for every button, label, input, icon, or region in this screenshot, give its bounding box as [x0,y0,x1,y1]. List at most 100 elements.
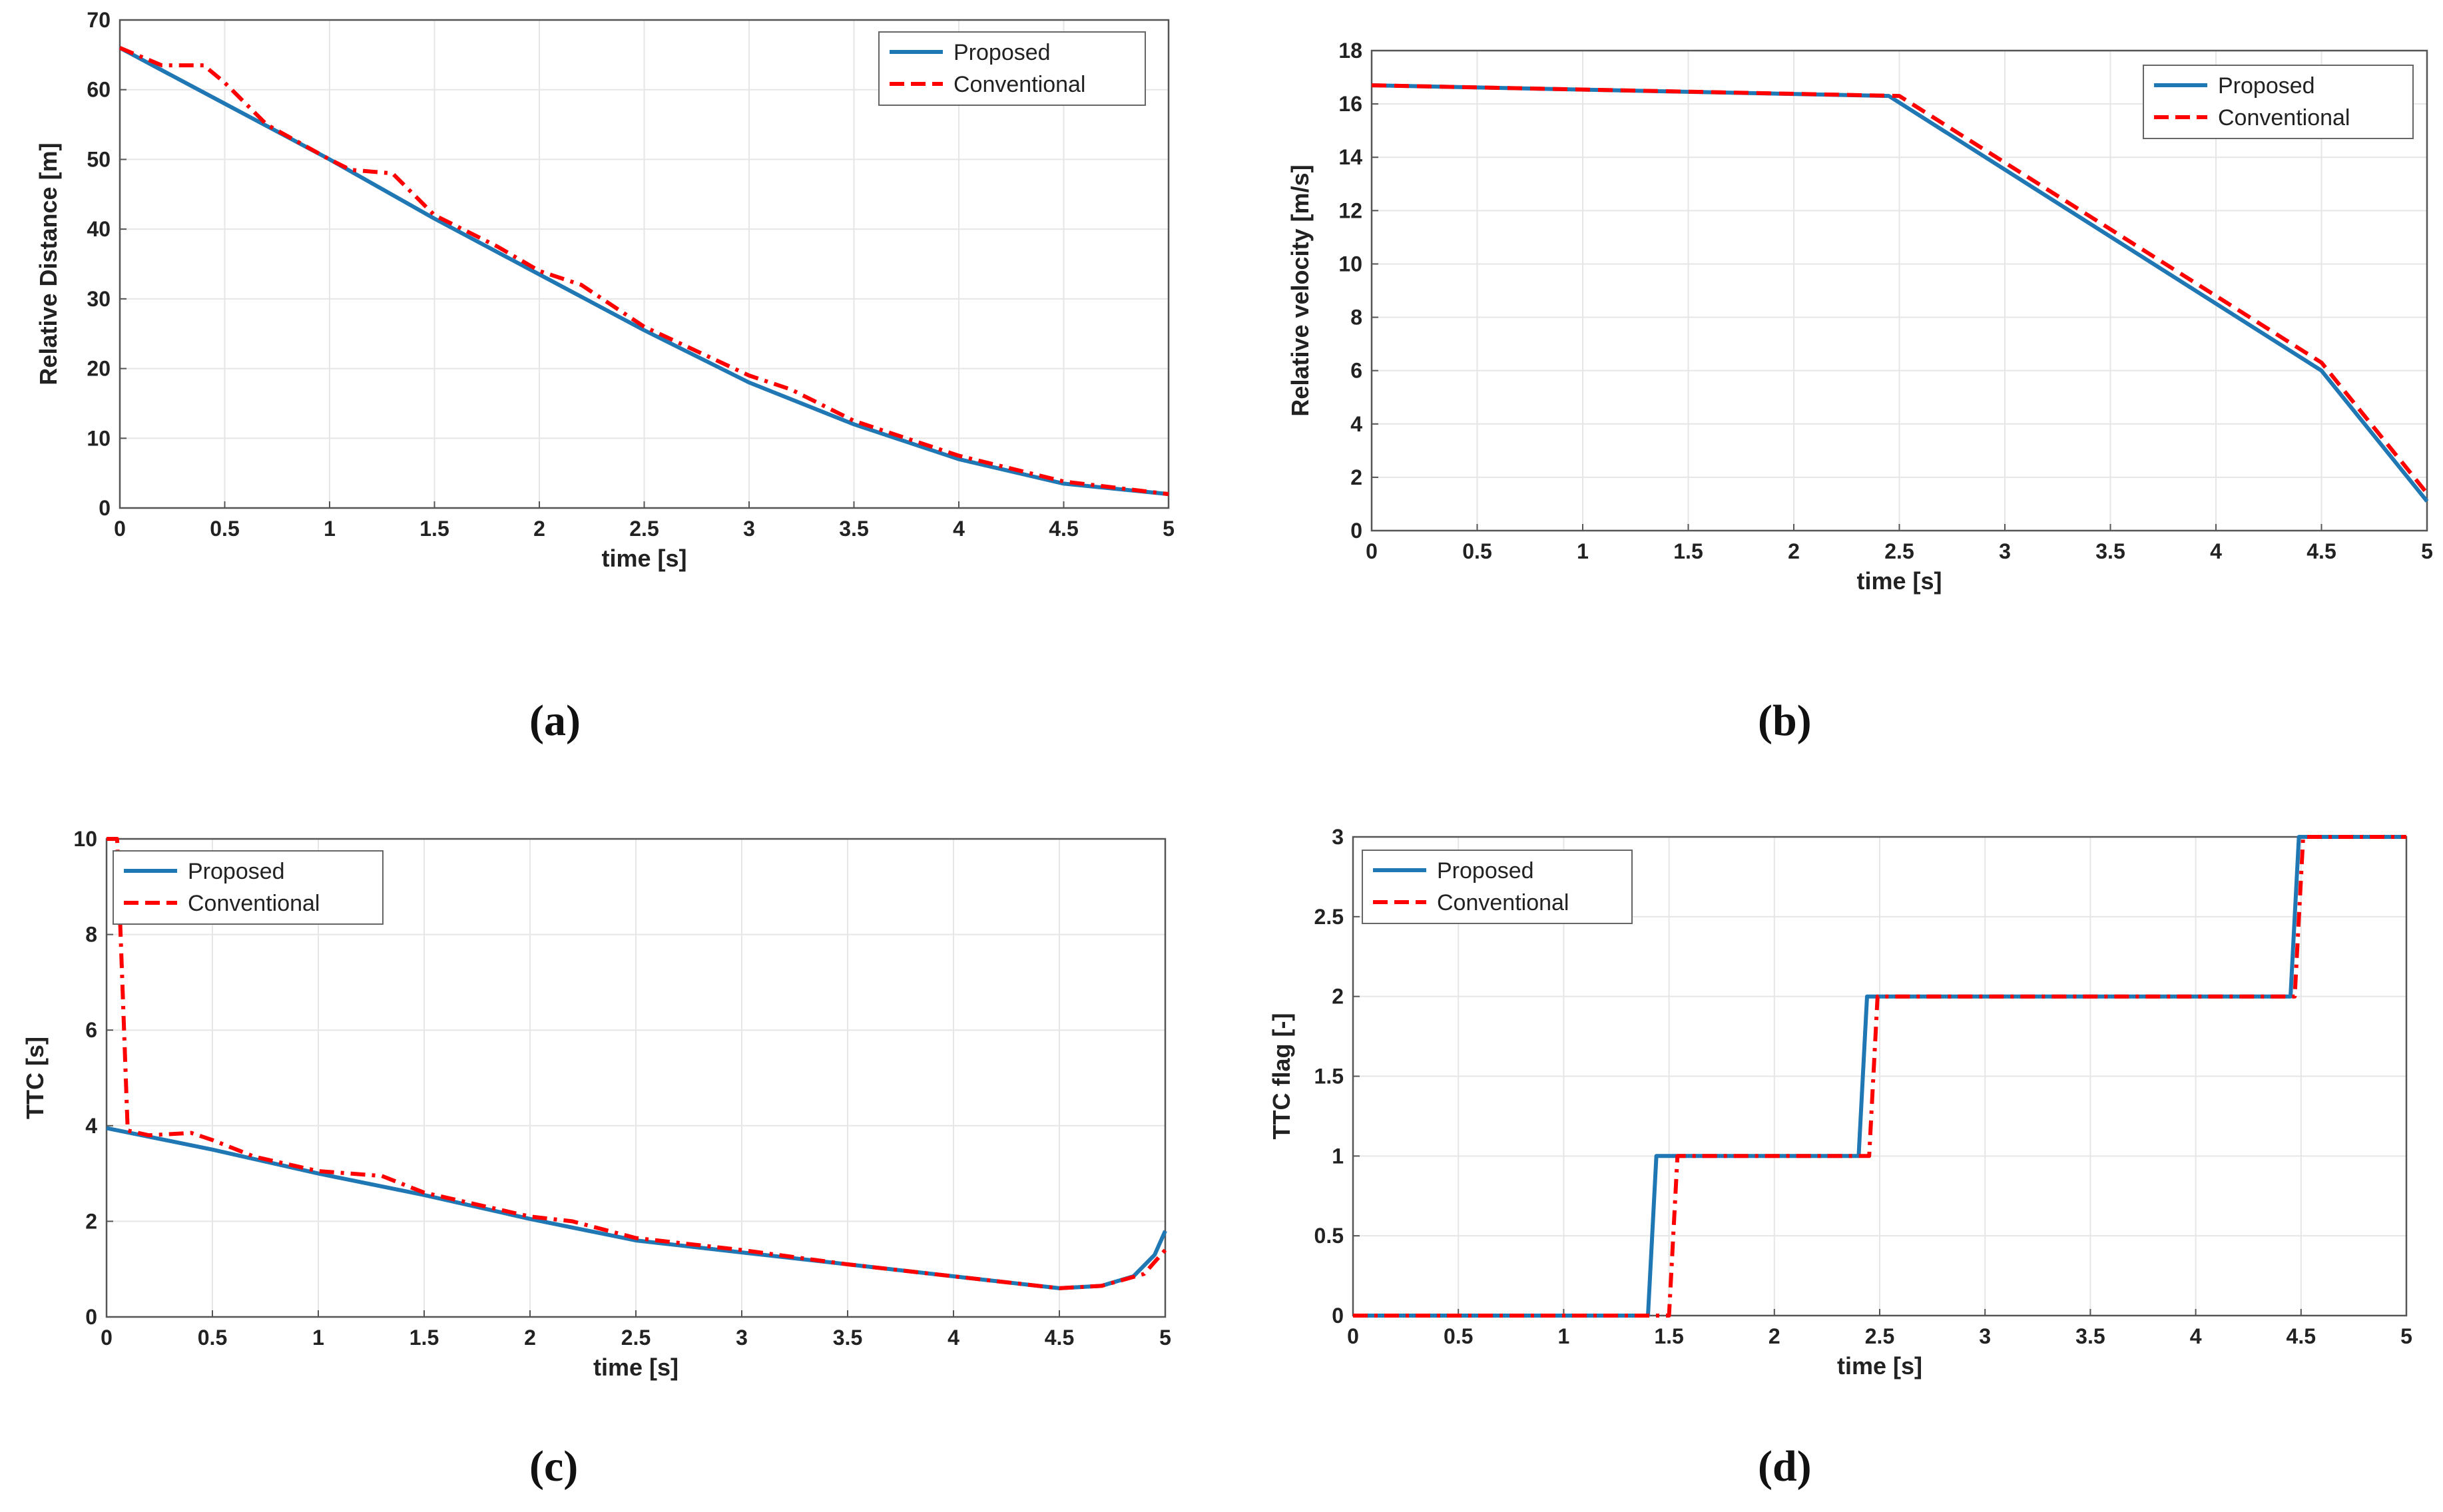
x-axis-label: time [s] [593,1354,679,1381]
series-line-conventional [107,837,1167,1290]
y-tick-label: 0 [1350,519,1362,543]
y-tick-label: 0 [85,1305,97,1329]
x-tick-label: 2 [1768,1324,1780,1348]
legend-label-proposed: Proposed [1437,858,1534,883]
series-line-conventional [119,46,1169,497]
y-tick-label: 2 [1332,985,1344,1009]
y-tick-label: 6 [85,1018,97,1042]
y-tick-label: 70 [87,8,111,32]
x-axis-label: time [s] [601,545,686,572]
y-tick-label: 20 [87,357,111,381]
x-tick-label: 3.5 [2095,539,2125,563]
chart-c: 0 0.5 1 1.5 2 2.5 3 3.5 4 4.5 5 0 2 4 6 8 10 time [s] TTC … [21,827,1171,1381]
chart-a: 0 0.5 1 1.5 2 2.5 3 3.5 4 4.5 5010203040506070time… [35,8,1175,572]
y-tick-label: 4 [85,1114,97,1138]
legend-label-conventional: Conventional [188,891,320,916]
y-tick-label: 50 [87,147,111,171]
x-tick-label: 4 [953,517,965,541]
y-tick-label: 10 [73,827,97,851]
x-tick-label: 0 [1366,539,1378,563]
x-tick-label: 3 [1999,539,2011,563]
y-tick-label: 16 [1338,92,1362,116]
y-tick-label: 18 [1338,39,1362,63]
x-tick-label: 4.5 [1045,1326,1074,1350]
y-tick-label: 2 [85,1209,97,1233]
y-axis-label: Relative Distance [m] [35,142,62,385]
legend-label-proposed: Proposed [953,40,1051,65]
y-tick-label: 30 [87,287,111,311]
legend-label-conventional: Conventional [1437,890,1569,915]
series-line-conventional [1353,835,2406,1318]
x-tick-label: 2 [524,1326,536,1350]
legend-box [113,850,384,925]
chart-d: 0 0.5 1 1.5 2 2.5 3 3.5 4 4.5 5 0 0.5 1 1.5 2 2.5 3 time [… [1268,825,2412,1380]
y-tick-label: 1 [1332,1144,1344,1168]
y-tick-label: 10 [1338,252,1362,276]
x-tick-label: 2.5 [621,1326,651,1350]
x-tick-label: 0.5 [198,1326,227,1350]
legend-label-conventional: Conventional [953,72,1085,97]
x-tick-label: 4 [2190,1324,2202,1348]
y-axis-label: TTC flag [-] [1268,1013,1295,1140]
x-tick-label: 2.5 [629,517,659,541]
x-tick-label: 1 [1558,1324,1570,1348]
y-tick-label: 8 [1350,306,1362,330]
x-tick-label: 0.5 [1444,1324,1473,1348]
x-tick-label: 5 [2400,1324,2412,1348]
x-axis-label: time [s] [1856,567,1942,595]
x-tick-label: 1 [312,1326,324,1350]
y-tick-label: 8 [85,923,97,947]
x-tick-label: 5 [1159,1326,1171,1350]
legend-label-proposed: Proposed [2218,73,2315,99]
series-line-proposed [119,46,1169,497]
x-tick-label: 1.5 [1654,1324,1683,1348]
x-tick-label: 3 [1979,1324,1991,1348]
x-tick-label: 0.5 [1462,539,1492,563]
x-tick-label: 1 [1577,539,1589,563]
x-tick-label: 2 [1788,539,1800,563]
x-tick-label: 3.5 [839,517,868,541]
x-tick-label: 4.5 [1049,517,1078,541]
x-tick-label: 3 [736,1326,748,1350]
x-tick-label: 0 [114,517,126,541]
x-tick-label: 4 [2210,539,2222,563]
x-tick-label: 3 [743,517,755,541]
y-tick-label: 3 [1332,825,1344,849]
x-tick-label: 2 [533,517,545,541]
x-tick-label: 1 [324,517,336,541]
x-tick-label: 3.5 [2075,1324,2105,1348]
x-tick-label: 1.5 [419,517,449,541]
y-tick-label: 0 [1332,1304,1344,1328]
y-tick-label: 12 [1338,198,1362,222]
legend-label-conventional: Conventional [2218,105,2350,130]
series-line-conventional [1371,83,2429,495]
y-tick-label: 40 [87,217,111,241]
y-axis-label: TTC [s] [21,1037,49,1119]
x-tick-label: 0 [1347,1324,1359,1348]
y-tick-label: 0 [99,496,111,520]
x-tick-label: 5 [2421,539,2433,563]
legend-box [1362,850,1633,924]
x-tick-label: 3.5 [833,1326,862,1350]
caption-a: (a) [529,696,581,745]
y-tick-label: 1.5 [1314,1065,1344,1089]
chart-b: 0 0.5 1 1.5 2 2.5 3 3.5 4 4.5 5 0 2 4 6 8 10 12 14 16 18 time… [1286,39,2433,595]
y-tick-label: 14 [1338,145,1362,169]
y-tick-label: 2.5 [1314,905,1344,929]
y-tick-label: 60 [87,78,111,102]
x-tick-label: 4.5 [2307,539,2336,563]
caption-b: (b) [1758,696,1812,745]
y-tick-label: 10 [87,426,111,450]
x-tick-label: 2.5 [1884,539,1914,563]
x-tick-label: 1.5 [409,1326,439,1350]
series-line-proposed [1353,835,2406,1318]
x-tick-label: 0 [101,1326,113,1350]
x-tick-label: 0.5 [210,517,239,541]
y-tick-label: 2 [1350,465,1362,489]
legend-box [2143,65,2414,139]
y-tick-label: 0.5 [1314,1224,1344,1248]
x-tick-label: 2.5 [1865,1324,1894,1348]
x-tick-label: 1.5 [1673,539,1703,563]
y-tick-label: 4 [1350,412,1362,436]
x-tick-label: 4 [948,1326,959,1350]
